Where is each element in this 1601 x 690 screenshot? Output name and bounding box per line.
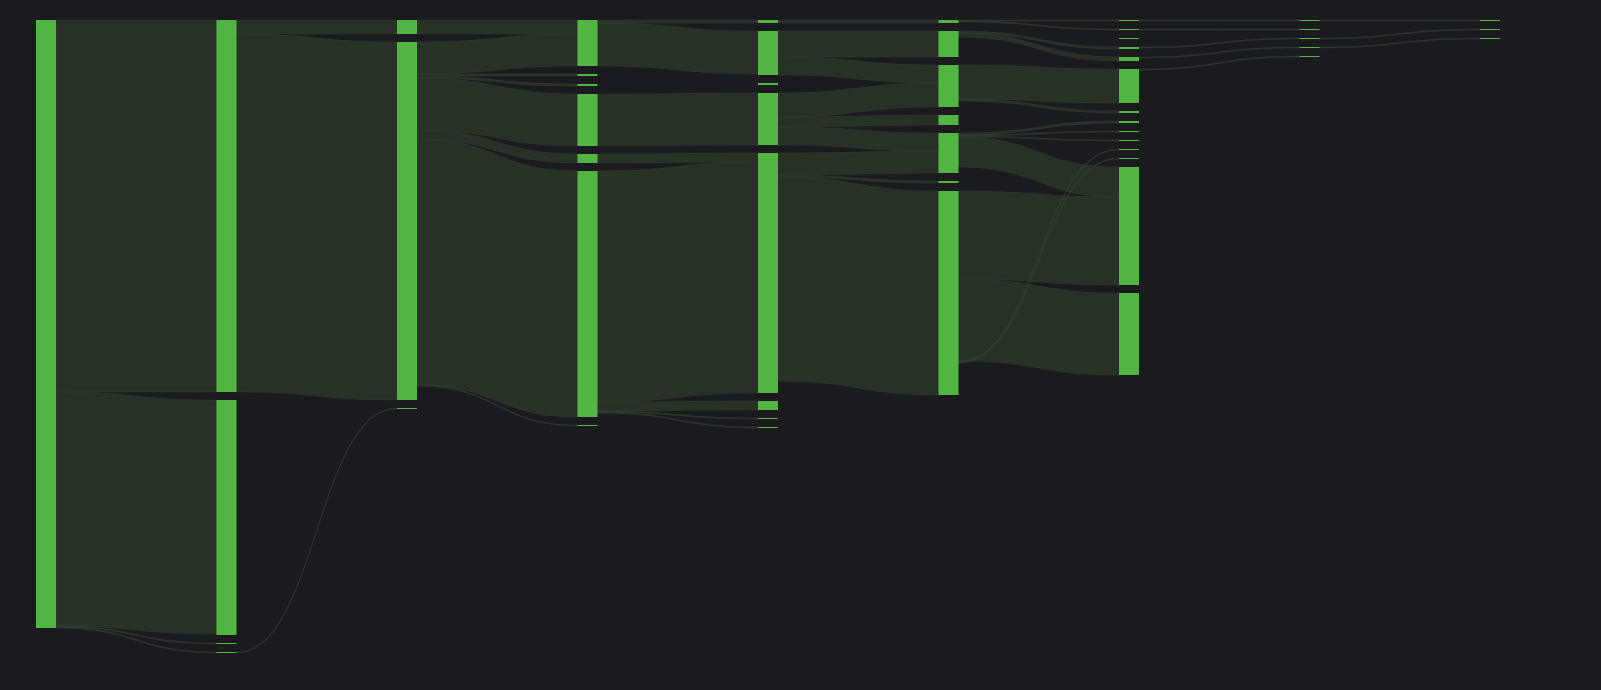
link xyxy=(958,278,1120,376)
node xyxy=(577,74,598,76)
node xyxy=(397,408,417,409)
node xyxy=(1299,47,1320,48)
node xyxy=(1119,111,1139,113)
link xyxy=(1138,19,1300,22)
link xyxy=(236,33,398,401)
node xyxy=(938,65,959,107)
link xyxy=(597,161,759,403)
link xyxy=(416,138,578,418)
node xyxy=(938,191,959,395)
node xyxy=(758,153,778,393)
node xyxy=(938,31,959,57)
node xyxy=(938,181,959,183)
link xyxy=(958,190,1120,286)
link xyxy=(597,152,759,164)
node xyxy=(758,31,778,75)
link xyxy=(777,30,939,58)
node xyxy=(1119,293,1139,375)
node xyxy=(1119,167,1139,285)
node xyxy=(1299,56,1320,57)
link xyxy=(416,19,578,35)
node xyxy=(1119,20,1139,21)
node xyxy=(577,171,598,417)
node xyxy=(36,20,56,628)
links xyxy=(55,19,1481,654)
node xyxy=(1299,29,1320,30)
node xyxy=(397,20,417,34)
node xyxy=(1119,47,1139,49)
node xyxy=(1480,20,1500,21)
link xyxy=(55,19,217,393)
node xyxy=(577,20,598,66)
link xyxy=(236,19,398,35)
link xyxy=(597,22,759,75)
node xyxy=(216,643,237,644)
node xyxy=(1119,158,1139,159)
node xyxy=(1119,149,1139,150)
node xyxy=(758,83,778,85)
node xyxy=(216,652,237,653)
node xyxy=(758,427,778,428)
node xyxy=(1119,29,1139,30)
link xyxy=(958,64,1120,104)
node xyxy=(397,42,417,400)
nodes xyxy=(36,20,1500,653)
link xyxy=(777,150,939,176)
node xyxy=(758,401,778,410)
node xyxy=(1480,29,1500,30)
link xyxy=(597,400,759,412)
link xyxy=(597,19,759,24)
node xyxy=(758,93,778,145)
link xyxy=(416,73,578,77)
node xyxy=(1480,38,1500,39)
node xyxy=(938,20,959,23)
node xyxy=(1119,57,1139,61)
link xyxy=(777,114,939,128)
node xyxy=(577,84,598,86)
node xyxy=(577,425,598,426)
node xyxy=(577,154,598,163)
node xyxy=(216,400,237,635)
node xyxy=(1119,140,1139,141)
node xyxy=(758,418,778,419)
node xyxy=(1299,38,1320,39)
node xyxy=(758,20,778,23)
node xyxy=(1119,38,1139,39)
node xyxy=(216,20,237,392)
link xyxy=(1138,28,1300,31)
link xyxy=(958,19,1120,22)
node xyxy=(577,94,598,146)
link xyxy=(777,19,939,24)
node xyxy=(1119,69,1139,103)
node xyxy=(938,133,959,173)
link xyxy=(597,92,759,147)
link xyxy=(55,391,217,635)
link xyxy=(777,176,939,396)
node xyxy=(1299,20,1320,21)
node xyxy=(938,115,959,125)
node xyxy=(1119,121,1139,123)
link xyxy=(1319,19,1481,22)
node xyxy=(1119,131,1139,132)
